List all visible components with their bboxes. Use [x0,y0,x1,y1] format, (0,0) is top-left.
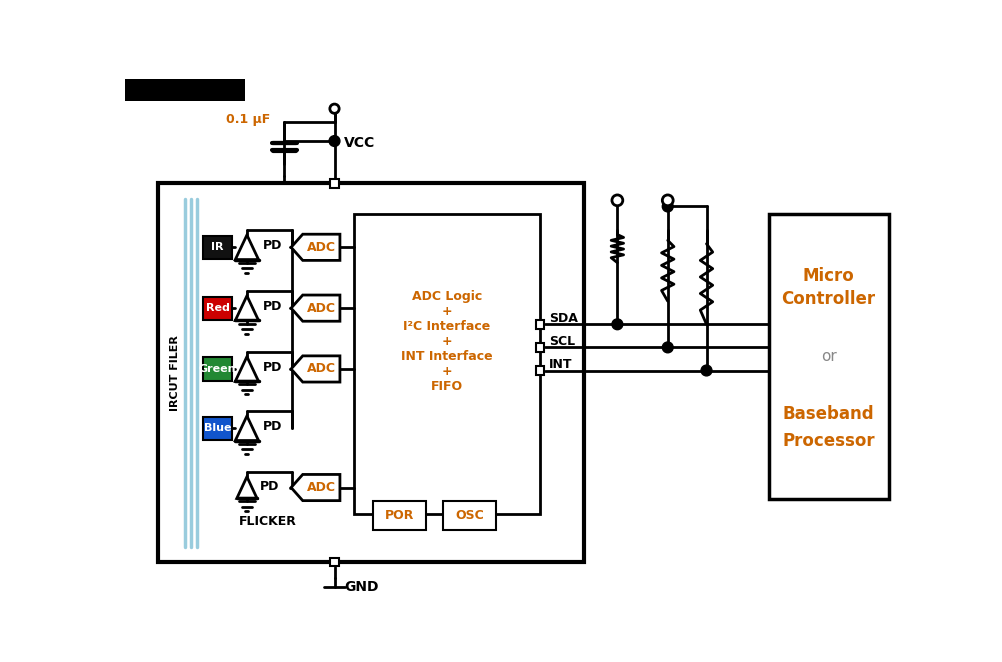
Bar [202,297,232,320]
Text: INT: INT [549,358,573,371]
Text: POR: POR [385,509,414,522]
Bar [202,416,232,440]
Text: IR: IR [211,242,223,252]
Text: Controller: Controller [782,290,876,308]
Bar [125,79,245,101]
Circle shape [701,365,712,376]
Text: Micro: Micro [803,267,855,285]
Text: IRCUT FILER: IRCUT FILER [170,335,179,410]
Text: or: or [821,349,837,364]
Polygon shape [292,475,340,500]
Circle shape [330,104,339,113]
Text: PD: PD [263,420,282,433]
Text: Baseband: Baseband [783,405,875,424]
Text: PD: PD [263,300,282,313]
Text: ADC: ADC [307,302,336,314]
Text: ADC: ADC [307,363,336,375]
Text: Processor: Processor [783,432,875,450]
Text: OSC: OSC [455,509,484,522]
Text: FLICKER: FLICKER [239,515,297,528]
Bar [354,214,540,514]
Bar [769,214,889,499]
Circle shape [662,342,673,353]
Bar [443,500,496,530]
Bar [536,320,544,328]
Bar [331,558,339,567]
Text: PD: PD [261,479,280,493]
Bar [202,357,232,381]
Circle shape [662,195,673,206]
Text: Green: Green [198,364,236,374]
Polygon shape [292,234,340,260]
Text: PD: PD [263,239,282,252]
Text: Blue: Blue [203,423,231,433]
Bar [374,500,426,530]
Bar [536,343,544,352]
Bar [536,366,544,375]
Circle shape [329,136,340,146]
Bar [331,179,339,187]
Circle shape [612,195,623,206]
Text: Red: Red [205,303,229,313]
Text: ADC: ADC [307,481,336,494]
Circle shape [612,319,623,330]
Text: 0.1 μF: 0.1 μF [226,113,271,126]
Bar [202,236,232,259]
Polygon shape [292,295,340,321]
Bar [157,183,584,562]
Text: SCL: SCL [549,335,575,348]
Circle shape [662,201,673,212]
Text: ADC: ADC [307,241,336,254]
Text: PD: PD [263,361,282,374]
Text: ADC Logic
+
I²C Interface
+
INT Interface
+
FIFO: ADC Logic + I²C Interface + INT Interfac… [401,290,493,393]
Text: GND: GND [344,580,379,594]
Text: SDA: SDA [549,312,578,324]
Text: VCC: VCC [344,136,375,150]
Polygon shape [292,356,340,382]
